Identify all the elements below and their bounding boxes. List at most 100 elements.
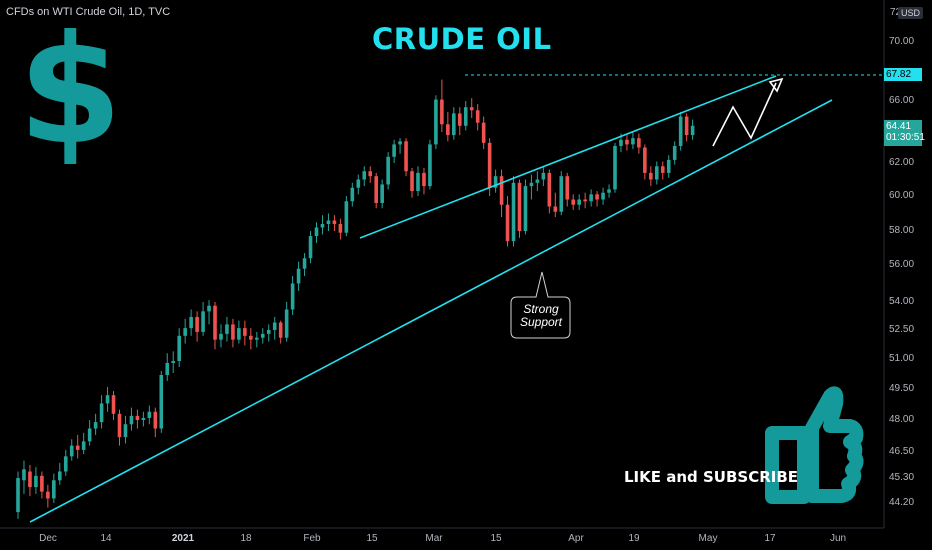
candle-body (499, 176, 504, 205)
candle-body (613, 145, 617, 190)
candle-body (553, 206, 558, 212)
candle-body (326, 220, 331, 224)
candle-body (440, 99, 444, 125)
candle-body (643, 147, 647, 173)
candle-body (637, 138, 641, 148)
price-tick-label: 52.50 (889, 324, 915, 335)
candle-body (374, 176, 378, 203)
price-tick-label: 46.50 (889, 446, 915, 457)
candle-body (129, 415, 134, 425)
candle-body (123, 424, 128, 438)
candle-body (153, 411, 158, 429)
candle-body (601, 192, 605, 200)
price-tick-label: 66.00 (889, 95, 915, 106)
candle-body (368, 171, 373, 177)
candle-body (475, 110, 480, 123)
candle-body (260, 333, 265, 338)
candle-body (290, 283, 295, 310)
candle-body (52, 480, 56, 499)
candle-body (314, 227, 319, 237)
candle-body (672, 145, 677, 160)
candle-body (446, 124, 450, 136)
price-axis-top-label: 72 (890, 7, 902, 18)
candle-body (386, 156, 390, 185)
candle-body (631, 138, 635, 145)
candle-body (219, 333, 223, 340)
candle-body (135, 415, 140, 420)
thumbs-up-icon (765, 386, 864, 504)
candle-body (428, 144, 432, 187)
candle-body (207, 305, 211, 312)
price-tick-label: 62.00 (889, 157, 915, 168)
time-tick-label: May (698, 533, 718, 544)
candle-body (625, 139, 629, 145)
candles-layer (16, 79, 695, 519)
candle-body (272, 322, 277, 330)
lower-trendline (29, 99, 833, 523)
candle-body (529, 182, 534, 187)
candle-body (487, 142, 492, 188)
candle-body (284, 309, 289, 338)
candle-body (404, 141, 408, 172)
candle-body (571, 199, 576, 205)
last-price-tag: 64.41 01:30:51 (884, 120, 925, 146)
bar-countdown: 01:30:51 (886, 132, 925, 143)
candle-body (93, 422, 98, 429)
candle-body (511, 182, 516, 242)
candle-body (434, 99, 438, 145)
candle-body (505, 204, 510, 242)
projection-path (712, 82, 777, 147)
price-tick-label: 54.00 (889, 296, 915, 307)
candle-body (654, 166, 659, 180)
candle-body (607, 189, 611, 193)
candle-body (111, 395, 116, 414)
currency-badge[interactable]: USD (898, 7, 924, 19)
candle-body (416, 172, 420, 192)
candle-body (34, 475, 38, 488)
candle-body (469, 107, 474, 111)
candle-body (523, 186, 528, 231)
candle-body (141, 417, 146, 420)
candle-body (684, 116, 689, 136)
candle-body (105, 395, 110, 404)
candle-body (690, 125, 695, 136)
candle-body (308, 236, 313, 259)
candle-body (189, 316, 193, 329)
price-tick-label: 49.50 (889, 383, 915, 394)
candle-body (452, 113, 456, 136)
price-tick-label: 70.00 (889, 36, 915, 47)
candle-body (249, 335, 253, 340)
candle-body (589, 194, 593, 202)
candle-body (28, 471, 32, 488)
candle-body (87, 428, 92, 442)
price-tick-label: 60.00 (889, 190, 915, 201)
candle-body (237, 328, 241, 340)
candle-body (320, 224, 325, 228)
time-tick-label: Apr (568, 533, 584, 544)
callout-line-1: Strong (523, 302, 559, 316)
time-tick-label: Jun (829, 533, 847, 544)
candle-body (63, 456, 68, 472)
candle-body (255, 337, 259, 340)
candle-body (171, 361, 176, 363)
candle-body (583, 199, 587, 202)
candle-body (422, 172, 426, 187)
time-tick-label: 15 (490, 533, 502, 544)
candle-body (660, 166, 665, 173)
candle-body (350, 187, 355, 202)
callout-line-2: Support (519, 315, 563, 329)
candle-body (535, 179, 540, 183)
symbol-header[interactable]: CFDs on WTI Crude Oil, 1D, TVC (6, 6, 171, 18)
like-subscribe-text: LIKE and SUBSCRIBE (624, 468, 799, 486)
candle-body (302, 258, 307, 269)
candle-body (183, 328, 187, 336)
last-price: 64.41 (886, 121, 912, 132)
candle-body (69, 445, 74, 457)
callout-text: Strong Support (512, 303, 570, 329)
time-tick-label: Dec (39, 533, 57, 544)
chart-title-overlay: CRUDE OIL (372, 22, 552, 56)
price-tick-label: 56.00 (889, 259, 915, 270)
time-tick-label: 2021 (171, 533, 195, 544)
candle-body (619, 139, 623, 146)
